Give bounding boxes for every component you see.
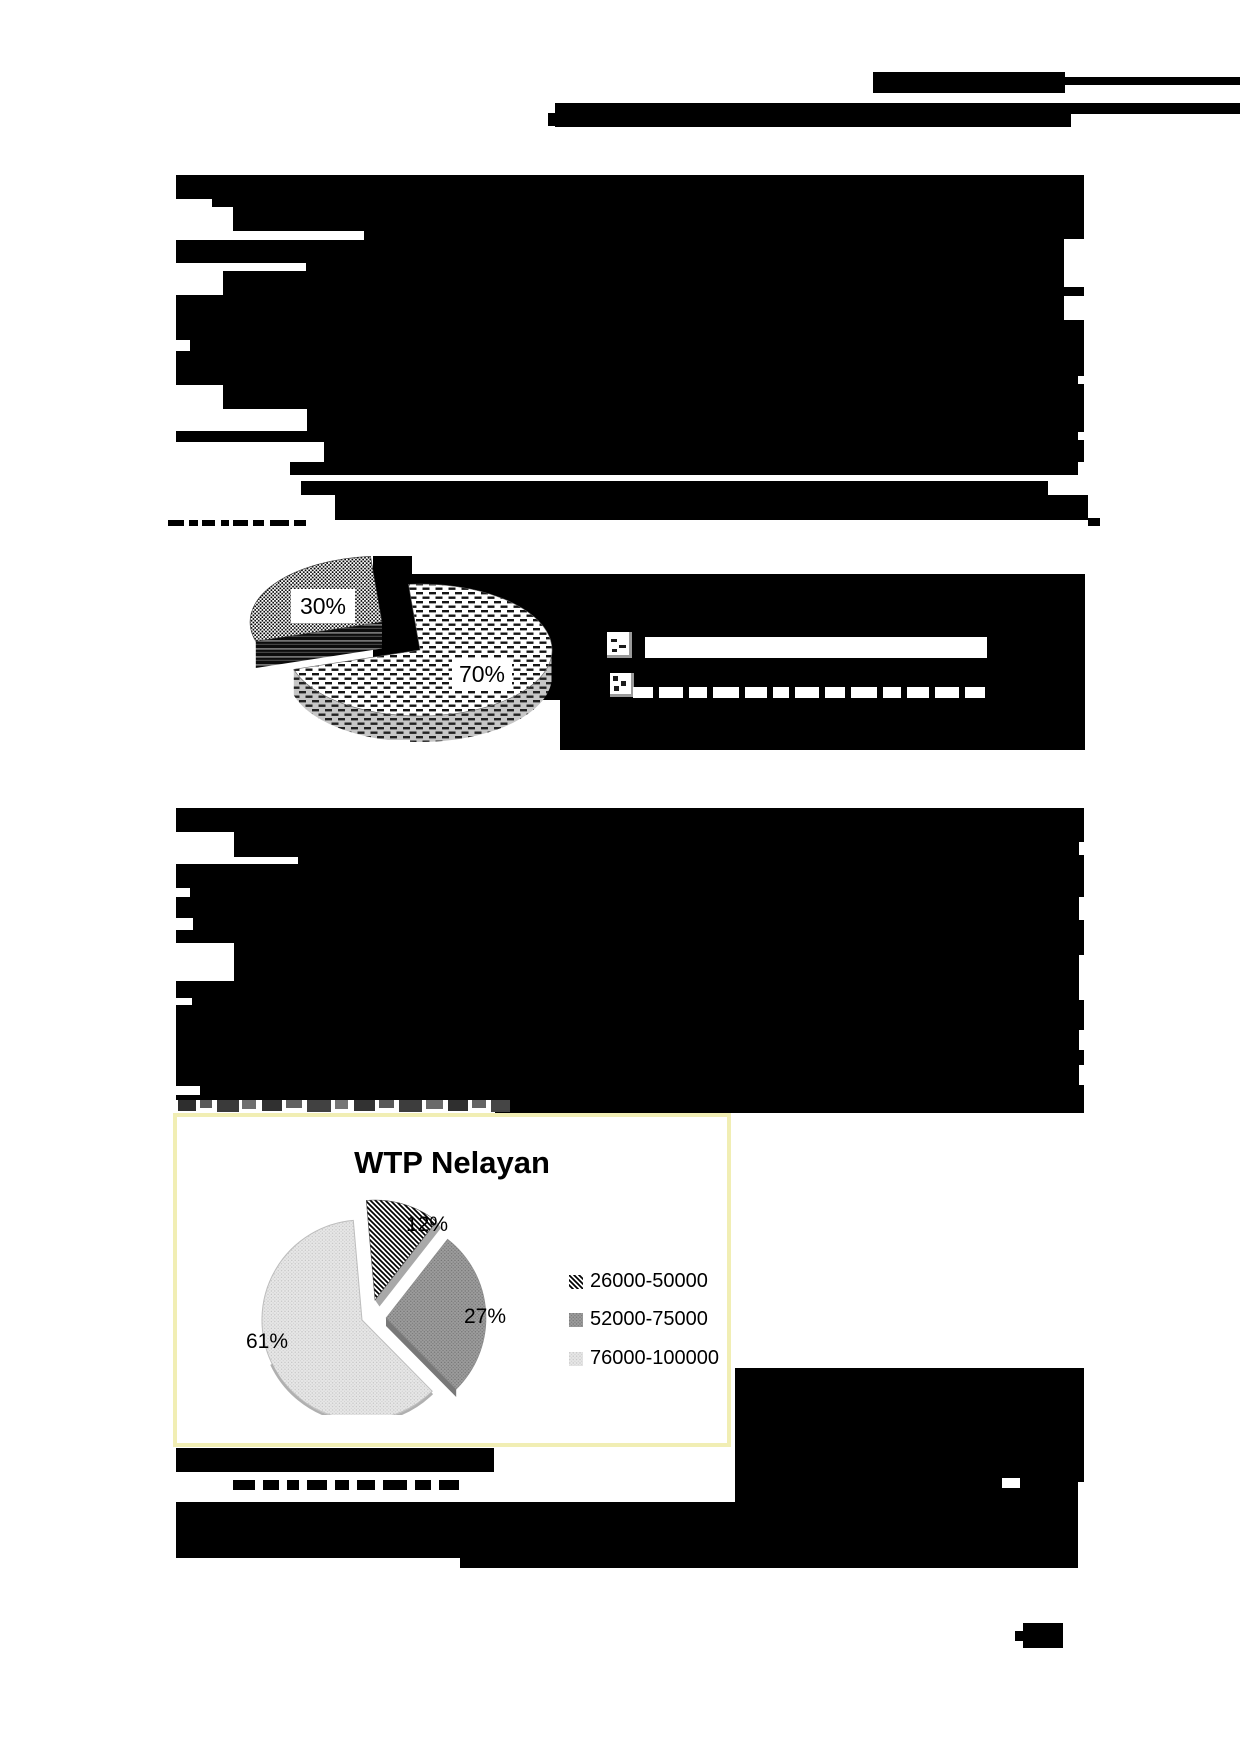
legend-label: 76000-100000 [590,1347,720,1369]
pie1-label-30: 30% [291,589,355,623]
pie1-slice-70-side [293,655,552,742]
pie2-slice-61 [261,1219,433,1415]
redacted-header-line-2 [555,103,1071,127]
pie2-label-27: 27% [464,1305,507,1328]
legend-item-52000-75000: 52000-75000 [569,1308,708,1331]
legend-item-76000-100000: 76000-100000 [569,1347,719,1370]
pie2-slice-27-side [386,1318,457,1397]
redacted-header-rule-2 [1071,103,1240,114]
pie2-slice-27 [385,1238,487,1390]
legend-key-light-dots-icon [569,1351,583,1366]
legend-key-checker-pattern-icon [610,673,634,697]
legend-key-hatch-icon [569,1274,583,1289]
redaction-ragged-edge [178,1100,510,1112]
pie2-label-61: 61% [246,1330,289,1353]
pie-chart-figure-1 [249,555,553,742]
legend-label: 52000-75000 [590,1308,708,1330]
legend-key-gray-dots-icon [569,1312,583,1327]
redacted-header-rule-1 [1065,77,1240,85]
pie-chart-wtp-nelayan [261,1199,487,1415]
pie1-label-70: 70% [452,658,512,690]
legend-label-redacted-2 [633,687,985,698]
redacted-header-line-1 [873,72,1065,93]
pie2-slice-12-side [375,1221,441,1307]
legend-item-26000-50000: 26000-50000 [569,1270,708,1293]
legend-label: 26000-50000 [590,1270,708,1292]
redacted-header-tick [548,113,556,126]
legend-key-dash-pattern-icon [607,632,632,658]
pie1-slice-30-side [255,622,382,668]
pie1-bottom-white-patch [362,740,410,752]
pie2-slice-61-shadow [270,1363,434,1415]
pie2-label-12: 12% [406,1213,449,1236]
pie2-slice-12 [365,1199,438,1301]
legend-label-redacted-1 [645,637,987,658]
redacted-word-fragments [233,1480,459,1490]
redacted-caption-fragments [168,520,306,526]
figure-2-title: WTP Nelayan [354,1145,550,1180]
